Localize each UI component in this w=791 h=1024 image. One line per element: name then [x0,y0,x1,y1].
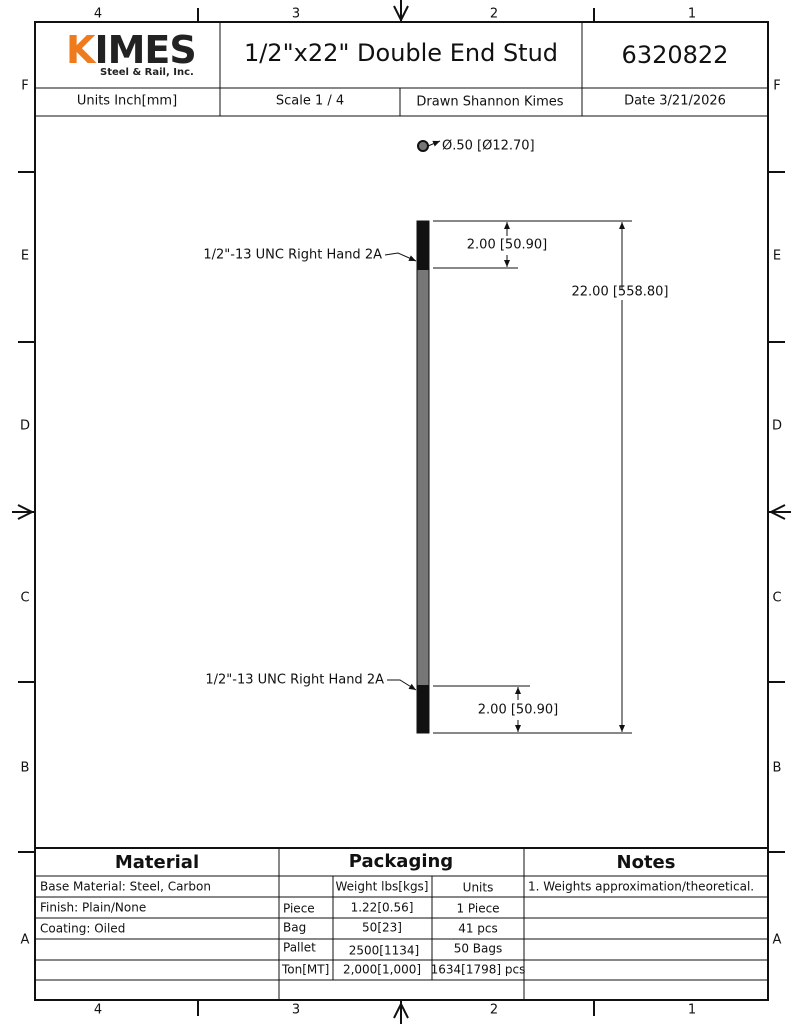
thread-bottom [417,685,429,733]
zone-label: B [773,761,782,776]
stud-body [416,220,430,734]
zone-label: 3 [292,1003,300,1018]
extension-lines [433,220,632,734]
cell: 50 Bags [454,942,503,956]
logo: KIMES [66,28,197,72]
scale: Scale 1 / 4 [276,94,344,109]
cell: Units [463,881,494,895]
cell: 1. Weights approximation/theoretical. [528,880,754,894]
zone-label: 4 [94,1003,102,1018]
table-lines [35,847,768,1000]
cell: 50[23] [362,921,402,935]
zone-label: A [21,933,30,948]
cell: Bag [283,921,306,935]
zone-ticks [12,0,791,1024]
zone-label: C [772,591,781,606]
zone-label: 4 [94,7,102,22]
zone-label: D [20,419,30,434]
zone-label: F [21,79,28,94]
cell: Pallet [283,941,316,955]
leader [384,252,417,262]
dimension-label: 22.00 [558.80] [572,285,669,300]
zone-labels: 4 3 2 1 4 3 2 1 F E D C B A F E D C B A [20,7,782,1018]
zone-label: D [772,419,782,434]
zone-label: 2 [490,1003,498,1018]
zone-label: A [773,933,782,948]
cell: Finish: Plain/None [40,901,146,915]
zone-label: B [21,761,30,776]
zone-label: F [773,79,780,94]
dimension-label: 2.00 [50.90] [467,238,547,253]
part-number: 6320822 [622,41,729,69]
zone-label: 1 [688,7,696,22]
cell: 2500[1134] [349,944,419,958]
table-heading: Material [115,852,199,873]
table-heading: Packaging [349,851,453,872]
leader [387,679,417,691]
leader [427,140,441,147]
zone-label: C [20,591,29,606]
zone-label: E [773,249,781,264]
date: Date 3/21/2026 [624,94,726,109]
section-symbol [417,140,429,152]
logo-tagline: Steel & Rail, Inc. [100,67,194,78]
title: 1/2"x22" Double End Stud [244,39,558,67]
cell: 1634[1798] pcs [431,963,526,977]
cell: Piece [283,902,315,916]
thread-callout: 1/2"-13 UNC Right Hand 2A [205,673,384,688]
table-cells: Base Material: Steel, Carbon Finish: Pla… [40,880,754,977]
cell: 41 pcs [458,922,498,936]
zone-label: E [21,249,29,264]
cell: Weight lbs[kgs] [335,880,428,894]
table-heading: Notes [617,852,676,873]
units: Units Inch[mm] [77,94,177,109]
cell: Ton[MT] [281,963,329,977]
thread-callout: 1/2"-13 UNC Right Hand 2A [203,248,382,263]
zone-label: 2 [490,7,498,22]
cell: Base Material: Steel, Carbon [40,880,211,894]
cell: 1 Piece [456,902,499,916]
zone-label: 1 [688,1003,696,1018]
title-block-lines [35,22,768,117]
cell: Coating: Oiled [40,922,125,936]
cell: 1.22[0.56] [351,901,414,915]
dimension-label: 2.00 [50.90] [478,703,558,718]
thread-top [417,221,429,270]
diameter-label: Ø.50 [Ø12.70] [442,139,535,154]
zone-label: 3 [292,7,300,22]
cell: 2,000[1,000] [343,963,421,977]
drawn-by: Drawn Shannon Kimes [416,95,563,110]
